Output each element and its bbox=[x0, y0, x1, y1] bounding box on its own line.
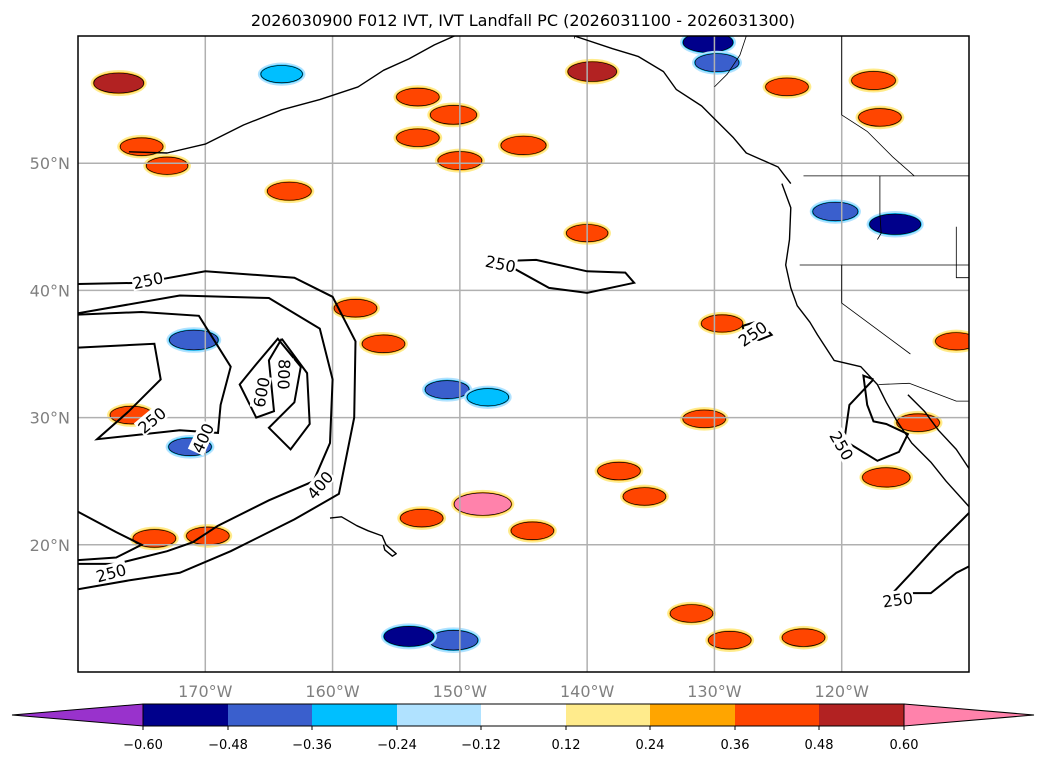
positive-pc-region bbox=[859, 464, 914, 490]
positive-pc-region bbox=[143, 154, 191, 178]
ivt-contour-line bbox=[843, 374, 910, 462]
map-frame bbox=[77, 35, 970, 673]
map-background bbox=[78, 36, 969, 672]
positive-pc-region bbox=[90, 70, 147, 97]
ivt-contour-line bbox=[78, 510, 144, 562]
lat-tick-label: 50°N bbox=[30, 154, 70, 173]
lat-tick-label: 40°N bbox=[30, 281, 70, 300]
colorbar-segment bbox=[566, 704, 650, 726]
colorbar-tick-label: −0.24 bbox=[377, 738, 417, 753]
positive-pc-region bbox=[331, 296, 380, 321]
political-border bbox=[841, 265, 911, 355]
coastline bbox=[128, 36, 457, 154]
positive-pc-region bbox=[620, 484, 669, 509]
lat-tick-label: 20°N bbox=[30, 536, 70, 555]
ivt-contour-line bbox=[78, 270, 357, 591]
political-border bbox=[878, 382, 969, 402]
colorbar-segment bbox=[312, 704, 397, 726]
positive-pc-region bbox=[264, 179, 315, 204]
latitude-labels: 50°N 40°N 30°N 20°N bbox=[30, 154, 70, 555]
positive-pc-region bbox=[698, 311, 746, 336]
colorbar-tick-label: −0.48 bbox=[208, 738, 248, 753]
colorbar-segment bbox=[735, 704, 819, 726]
positive-pc-region bbox=[762, 75, 812, 99]
positive-pc-region bbox=[393, 85, 443, 109]
lon-tick-label: 170°W bbox=[178, 682, 233, 701]
colorbar-extend-min bbox=[11, 703, 144, 727]
political-border bbox=[714, 36, 747, 88]
positive-pc-region bbox=[397, 506, 447, 530]
lon-tick-label: 130°W bbox=[687, 682, 742, 701]
colorbar-segment bbox=[481, 704, 566, 726]
positive-pc-region bbox=[855, 105, 905, 130]
colorbar-tick-label: −0.36 bbox=[292, 738, 332, 753]
positive-pc-region bbox=[679, 407, 729, 431]
positive-pc-region bbox=[497, 133, 550, 158]
colorbar-segment bbox=[143, 704, 228, 726]
lon-tick-label: 160°W bbox=[305, 682, 360, 701]
positive-pc-region bbox=[508, 519, 557, 543]
longitude-labels: 170°W 160°W 150°W 140°W 130°W 120°W bbox=[178, 682, 869, 701]
positive-pc-region bbox=[451, 489, 515, 519]
colorbar-tick-label: −0.12 bbox=[461, 738, 501, 753]
colorbar-tick-label: −0.60 bbox=[123, 738, 163, 753]
negative-pc-region bbox=[809, 199, 861, 224]
coastline bbox=[329, 516, 397, 557]
negative-pc-region bbox=[691, 50, 742, 75]
colorbar-tick-label: 0.60 bbox=[890, 738, 919, 753]
coastline bbox=[781, 183, 969, 508]
colorbar-tick-label: 0.48 bbox=[805, 738, 834, 753]
positive-pc-region bbox=[427, 102, 480, 128]
colorbar-extend-max bbox=[903, 703, 1035, 727]
positive-pc-region bbox=[564, 58, 620, 85]
ivt-contour-line bbox=[500, 258, 637, 294]
coastline bbox=[574, 36, 792, 185]
positive-pc-region bbox=[848, 68, 899, 93]
negative-pc-region bbox=[464, 385, 512, 409]
ivt-contour-line bbox=[238, 337, 311, 451]
colorbar-tick-label: 0.36 bbox=[721, 738, 750, 753]
positive-pc-region bbox=[667, 601, 716, 626]
negative-pc-region bbox=[380, 623, 437, 650]
coastline bbox=[907, 394, 969, 469]
positive-pc-region bbox=[594, 459, 644, 483]
colorbar-tick-label: 0.12 bbox=[552, 738, 581, 753]
lon-tick-label: 120°W bbox=[815, 682, 870, 701]
gridlines bbox=[78, 36, 969, 672]
negative-pc-region bbox=[257, 62, 306, 86]
negative-pc-region bbox=[166, 327, 222, 353]
lat-tick-label: 30°N bbox=[30, 409, 70, 428]
political-border bbox=[877, 175, 882, 240]
negative-pc-region bbox=[426, 627, 481, 653]
positive-pc-region bbox=[393, 125, 443, 150]
colorbar: −0.60 −0.48 −0.36 −0.24 −0.12 0.12 0.24 0.36 0.4… bbox=[11, 703, 1035, 753]
negative-pc-region bbox=[680, 36, 737, 56]
coastlines-borders bbox=[128, 36, 969, 557]
colorbar-tick-label: 0.24 bbox=[636, 738, 665, 753]
ivt-pc-fill-layer bbox=[90, 36, 969, 653]
positive-pc-region bbox=[779, 625, 828, 650]
colorbar-outline bbox=[142, 703, 905, 727]
positive-pc-region bbox=[932, 329, 969, 353]
contour-label: 800 bbox=[274, 359, 294, 390]
colorbar-segment bbox=[397, 704, 481, 726]
lon-tick-label: 150°W bbox=[433, 682, 488, 701]
positive-pc-region bbox=[705, 628, 755, 652]
contour-label: 250 bbox=[881, 588, 914, 611]
colorbar-segment bbox=[650, 704, 735, 726]
figure-title: 2026030900 F012 IVT, IVT Landfall PC (20… bbox=[251, 11, 795, 30]
political-border bbox=[955, 226, 969, 279]
colorbar-segment bbox=[228, 704, 312, 726]
positive-pc-region bbox=[359, 332, 408, 356]
colorbar-segment bbox=[819, 704, 904, 726]
lon-tick-label: 140°W bbox=[560, 682, 615, 701]
political-border bbox=[841, 36, 915, 177]
negative-pc-region bbox=[866, 211, 924, 238]
